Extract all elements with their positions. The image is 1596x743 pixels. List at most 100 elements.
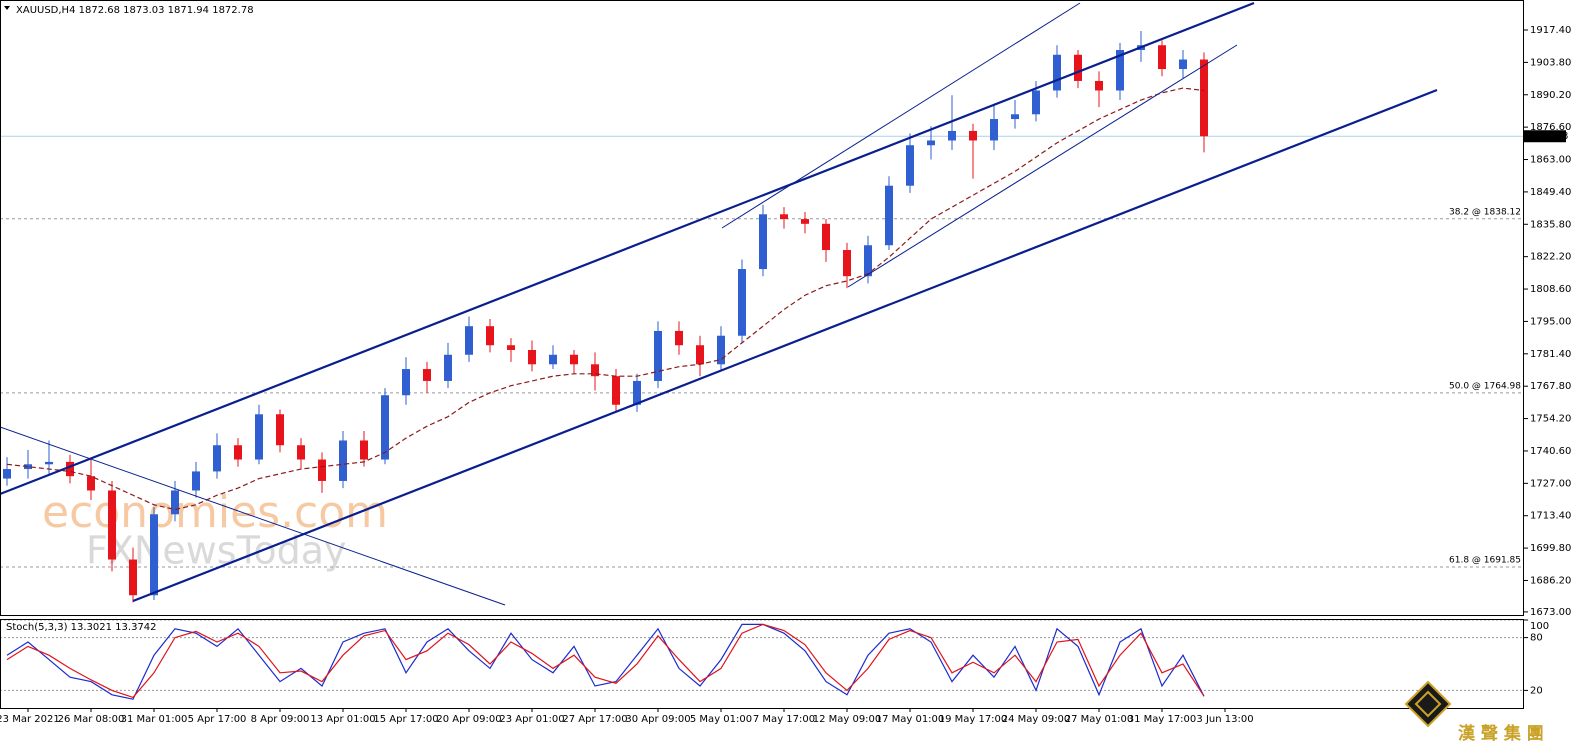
y-tick-label: 1754.20 bbox=[1530, 414, 1571, 425]
x-tick-label: 17 May 01:00 bbox=[876, 714, 945, 725]
candle-body bbox=[108, 490, 116, 560]
y-tick-label: 1727.00 bbox=[1530, 478, 1571, 489]
x-tick-label: 5 May 01:00 bbox=[690, 714, 752, 725]
candle-body bbox=[1032, 90, 1040, 115]
stoch-title: Stoch(5,3,3) 13.3021 13.3742 bbox=[6, 622, 157, 633]
logo-icon bbox=[1414, 690, 1442, 718]
x-tick-label: 12 May 09:00 bbox=[813, 714, 882, 725]
y-tick-label: 1740.60 bbox=[1530, 446, 1571, 457]
y-tick-label: 1713.40 bbox=[1530, 511, 1571, 522]
x-tick-label: 7 May 17:00 bbox=[753, 714, 815, 725]
candle-body bbox=[87, 476, 95, 491]
trend-lines bbox=[0, 1, 1438, 606]
candle-body bbox=[234, 445, 242, 460]
candle-body bbox=[381, 395, 389, 460]
candle-body bbox=[66, 461, 74, 477]
x-tick-label: 31 Mar 01:00 bbox=[121, 714, 188, 725]
channel-line bbox=[721, 2, 1081, 229]
x-tick-label: 3 Jun 13:00 bbox=[1196, 714, 1253, 725]
candle-body bbox=[906, 145, 914, 186]
candle-body bbox=[1158, 45, 1166, 70]
candle-body bbox=[717, 335, 725, 365]
candle-body bbox=[318, 459, 326, 481]
x-tick-label: 27 Apr 17:00 bbox=[562, 714, 627, 725]
candle-body bbox=[1095, 80, 1103, 91]
candle-body bbox=[801, 219, 809, 224]
trend-line bbox=[0, 426, 506, 606]
candle-body bbox=[507, 345, 515, 350]
x-tick-label: 27 May 01:00 bbox=[1065, 714, 1134, 725]
y-tick-label: 1822.20 bbox=[1530, 252, 1571, 263]
y-tick-label: 1767.80 bbox=[1530, 381, 1571, 392]
y-tick-label: 20 bbox=[1530, 685, 1543, 696]
stoch-frame bbox=[0, 619, 1524, 709]
candle-body bbox=[570, 354, 578, 365]
y-tick-label: 1699.80 bbox=[1530, 543, 1571, 554]
candle-body bbox=[843, 250, 851, 277]
candle-body bbox=[465, 326, 473, 355]
y-tick-label: 1876.60 bbox=[1530, 122, 1571, 133]
y-tick-label: 80 bbox=[1530, 633, 1543, 644]
candle-body bbox=[171, 490, 179, 515]
y-tick-label: 1795.00 bbox=[1530, 316, 1571, 327]
candle-body bbox=[423, 369, 431, 381]
y-tick-label: 100 bbox=[1530, 621, 1549, 632]
candle-body bbox=[255, 414, 263, 460]
candle-body bbox=[591, 364, 599, 377]
candle-body bbox=[948, 130, 956, 141]
candle-body bbox=[675, 330, 683, 346]
channel-line bbox=[847, 44, 1238, 288]
candle-body bbox=[927, 140, 935, 146]
candle-body bbox=[3, 469, 11, 479]
y-tick-label: 1903.80 bbox=[1530, 57, 1571, 68]
price-box bbox=[1524, 130, 1566, 143]
fib-label: 61.8 @ 1691.85 bbox=[1449, 556, 1521, 566]
candle-body bbox=[864, 245, 872, 277]
x-tick-label: 8 Apr 09:00 bbox=[251, 714, 310, 725]
candle-body bbox=[402, 369, 410, 396]
candle-body bbox=[486, 326, 494, 346]
candle-body bbox=[1179, 59, 1187, 70]
x-tick-label: 5 Apr 17:00 bbox=[188, 714, 247, 725]
candle-body bbox=[45, 461, 53, 465]
fib-label: 38.2 @ 1838.12 bbox=[1449, 207, 1521, 217]
candle-body bbox=[822, 223, 830, 250]
x-tick-label: 15 Apr 17:00 bbox=[373, 714, 438, 725]
y-tick-label: 1808.60 bbox=[1530, 284, 1571, 295]
candle-body bbox=[780, 214, 788, 220]
candle-body bbox=[297, 445, 305, 460]
fib-label: 50.0 @ 1764.98 bbox=[1449, 381, 1521, 391]
x-tick-label: 20 Apr 09:00 bbox=[436, 714, 501, 725]
candle-body bbox=[528, 350, 536, 365]
x-tick-label: 31 May 17:00 bbox=[1128, 714, 1197, 725]
candle-body bbox=[696, 345, 704, 365]
x-tick-label: 23 Mar 2021 bbox=[0, 714, 60, 725]
candle-body bbox=[444, 354, 452, 381]
candle-body bbox=[339, 440, 347, 481]
price-label: 1872.78 bbox=[1527, 131, 1568, 142]
candle-body bbox=[1053, 54, 1061, 91]
candle-body bbox=[129, 559, 137, 596]
candle-body bbox=[738, 269, 746, 336]
y-tick-label: 1686.20 bbox=[1530, 575, 1571, 586]
candle-body bbox=[759, 214, 767, 270]
candle-body bbox=[276, 414, 284, 446]
y-tick-label: 1863.00 bbox=[1530, 155, 1571, 166]
y-tick-label: 1835.80 bbox=[1530, 219, 1571, 230]
x-tick-label: 23 Apr 01:00 bbox=[499, 714, 564, 725]
candle-body bbox=[192, 471, 200, 491]
logo-text: 漢 聲 集 團 bbox=[1458, 723, 1544, 743]
candle-body bbox=[1011, 114, 1019, 120]
stoch-line bbox=[6, 623, 1205, 700]
logo-icon bbox=[1404, 680, 1452, 728]
candle-body bbox=[360, 440, 368, 460]
candle-body bbox=[150, 514, 158, 596]
y-tick-label: 1917.40 bbox=[1530, 25, 1571, 36]
channel-line bbox=[0, 1, 1255, 496]
candle-body bbox=[24, 464, 32, 470]
x-tick-label: 26 Mar 08:00 bbox=[58, 714, 125, 725]
candle-body bbox=[1116, 50, 1124, 91]
x-tick-label: 19 May 17:00 bbox=[939, 714, 1008, 725]
